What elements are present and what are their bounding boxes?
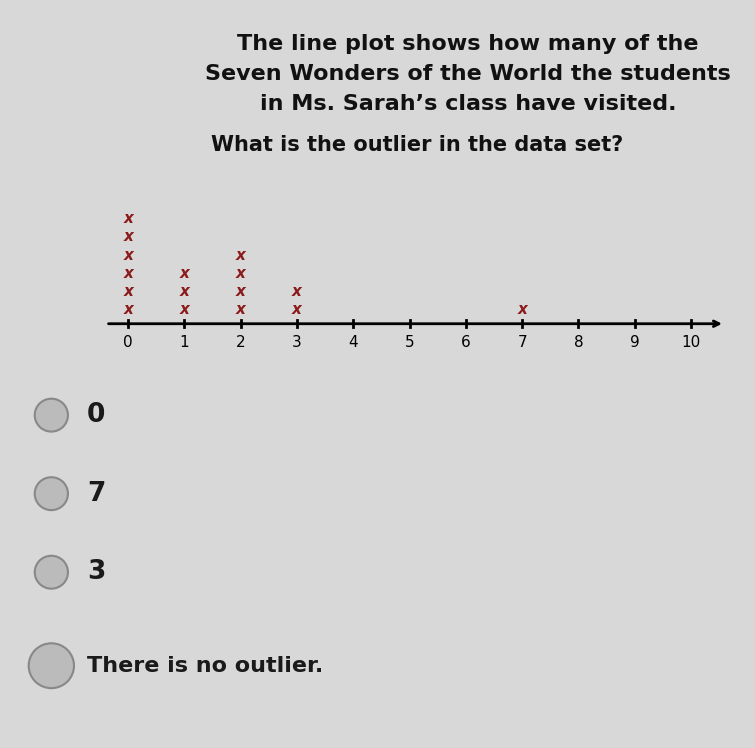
Text: x: x	[517, 301, 527, 316]
Text: 0: 0	[87, 402, 105, 428]
Text: x: x	[123, 230, 133, 245]
Text: x: x	[180, 266, 190, 280]
Text: 10: 10	[682, 335, 701, 350]
Text: x: x	[180, 283, 190, 298]
Text: x: x	[123, 212, 133, 227]
Text: Seven Wonders of the World the students: Seven Wonders of the World the students	[205, 64, 731, 84]
Text: x: x	[123, 301, 133, 316]
Text: 7: 7	[87, 481, 105, 506]
Text: in Ms. Sarah’s class have visited.: in Ms. Sarah’s class have visited.	[260, 94, 676, 114]
Text: The line plot shows how many of the: The line plot shows how many of the	[237, 34, 699, 54]
Text: 3: 3	[292, 335, 302, 350]
Text: x: x	[180, 301, 190, 316]
Text: 2: 2	[236, 335, 245, 350]
Text: What is the outlier in the data set?: What is the outlier in the data set?	[211, 135, 624, 155]
Text: 1: 1	[180, 335, 190, 350]
Text: 6: 6	[461, 335, 471, 350]
Text: x: x	[123, 248, 133, 263]
Text: 5: 5	[405, 335, 414, 350]
Text: 0: 0	[123, 335, 133, 350]
Text: 9: 9	[630, 335, 639, 350]
Text: x: x	[236, 301, 245, 316]
Text: 4: 4	[349, 335, 358, 350]
Text: x: x	[123, 283, 133, 298]
Text: 8: 8	[574, 335, 584, 350]
Text: 7: 7	[517, 335, 527, 350]
Text: 3: 3	[87, 560, 105, 585]
Text: x: x	[292, 301, 302, 316]
Text: x: x	[123, 266, 133, 280]
Text: x: x	[236, 283, 245, 298]
Text: x: x	[236, 266, 245, 280]
Text: x: x	[292, 283, 302, 298]
Text: There is no outlier.: There is no outlier.	[87, 656, 323, 675]
Text: x: x	[236, 248, 245, 263]
